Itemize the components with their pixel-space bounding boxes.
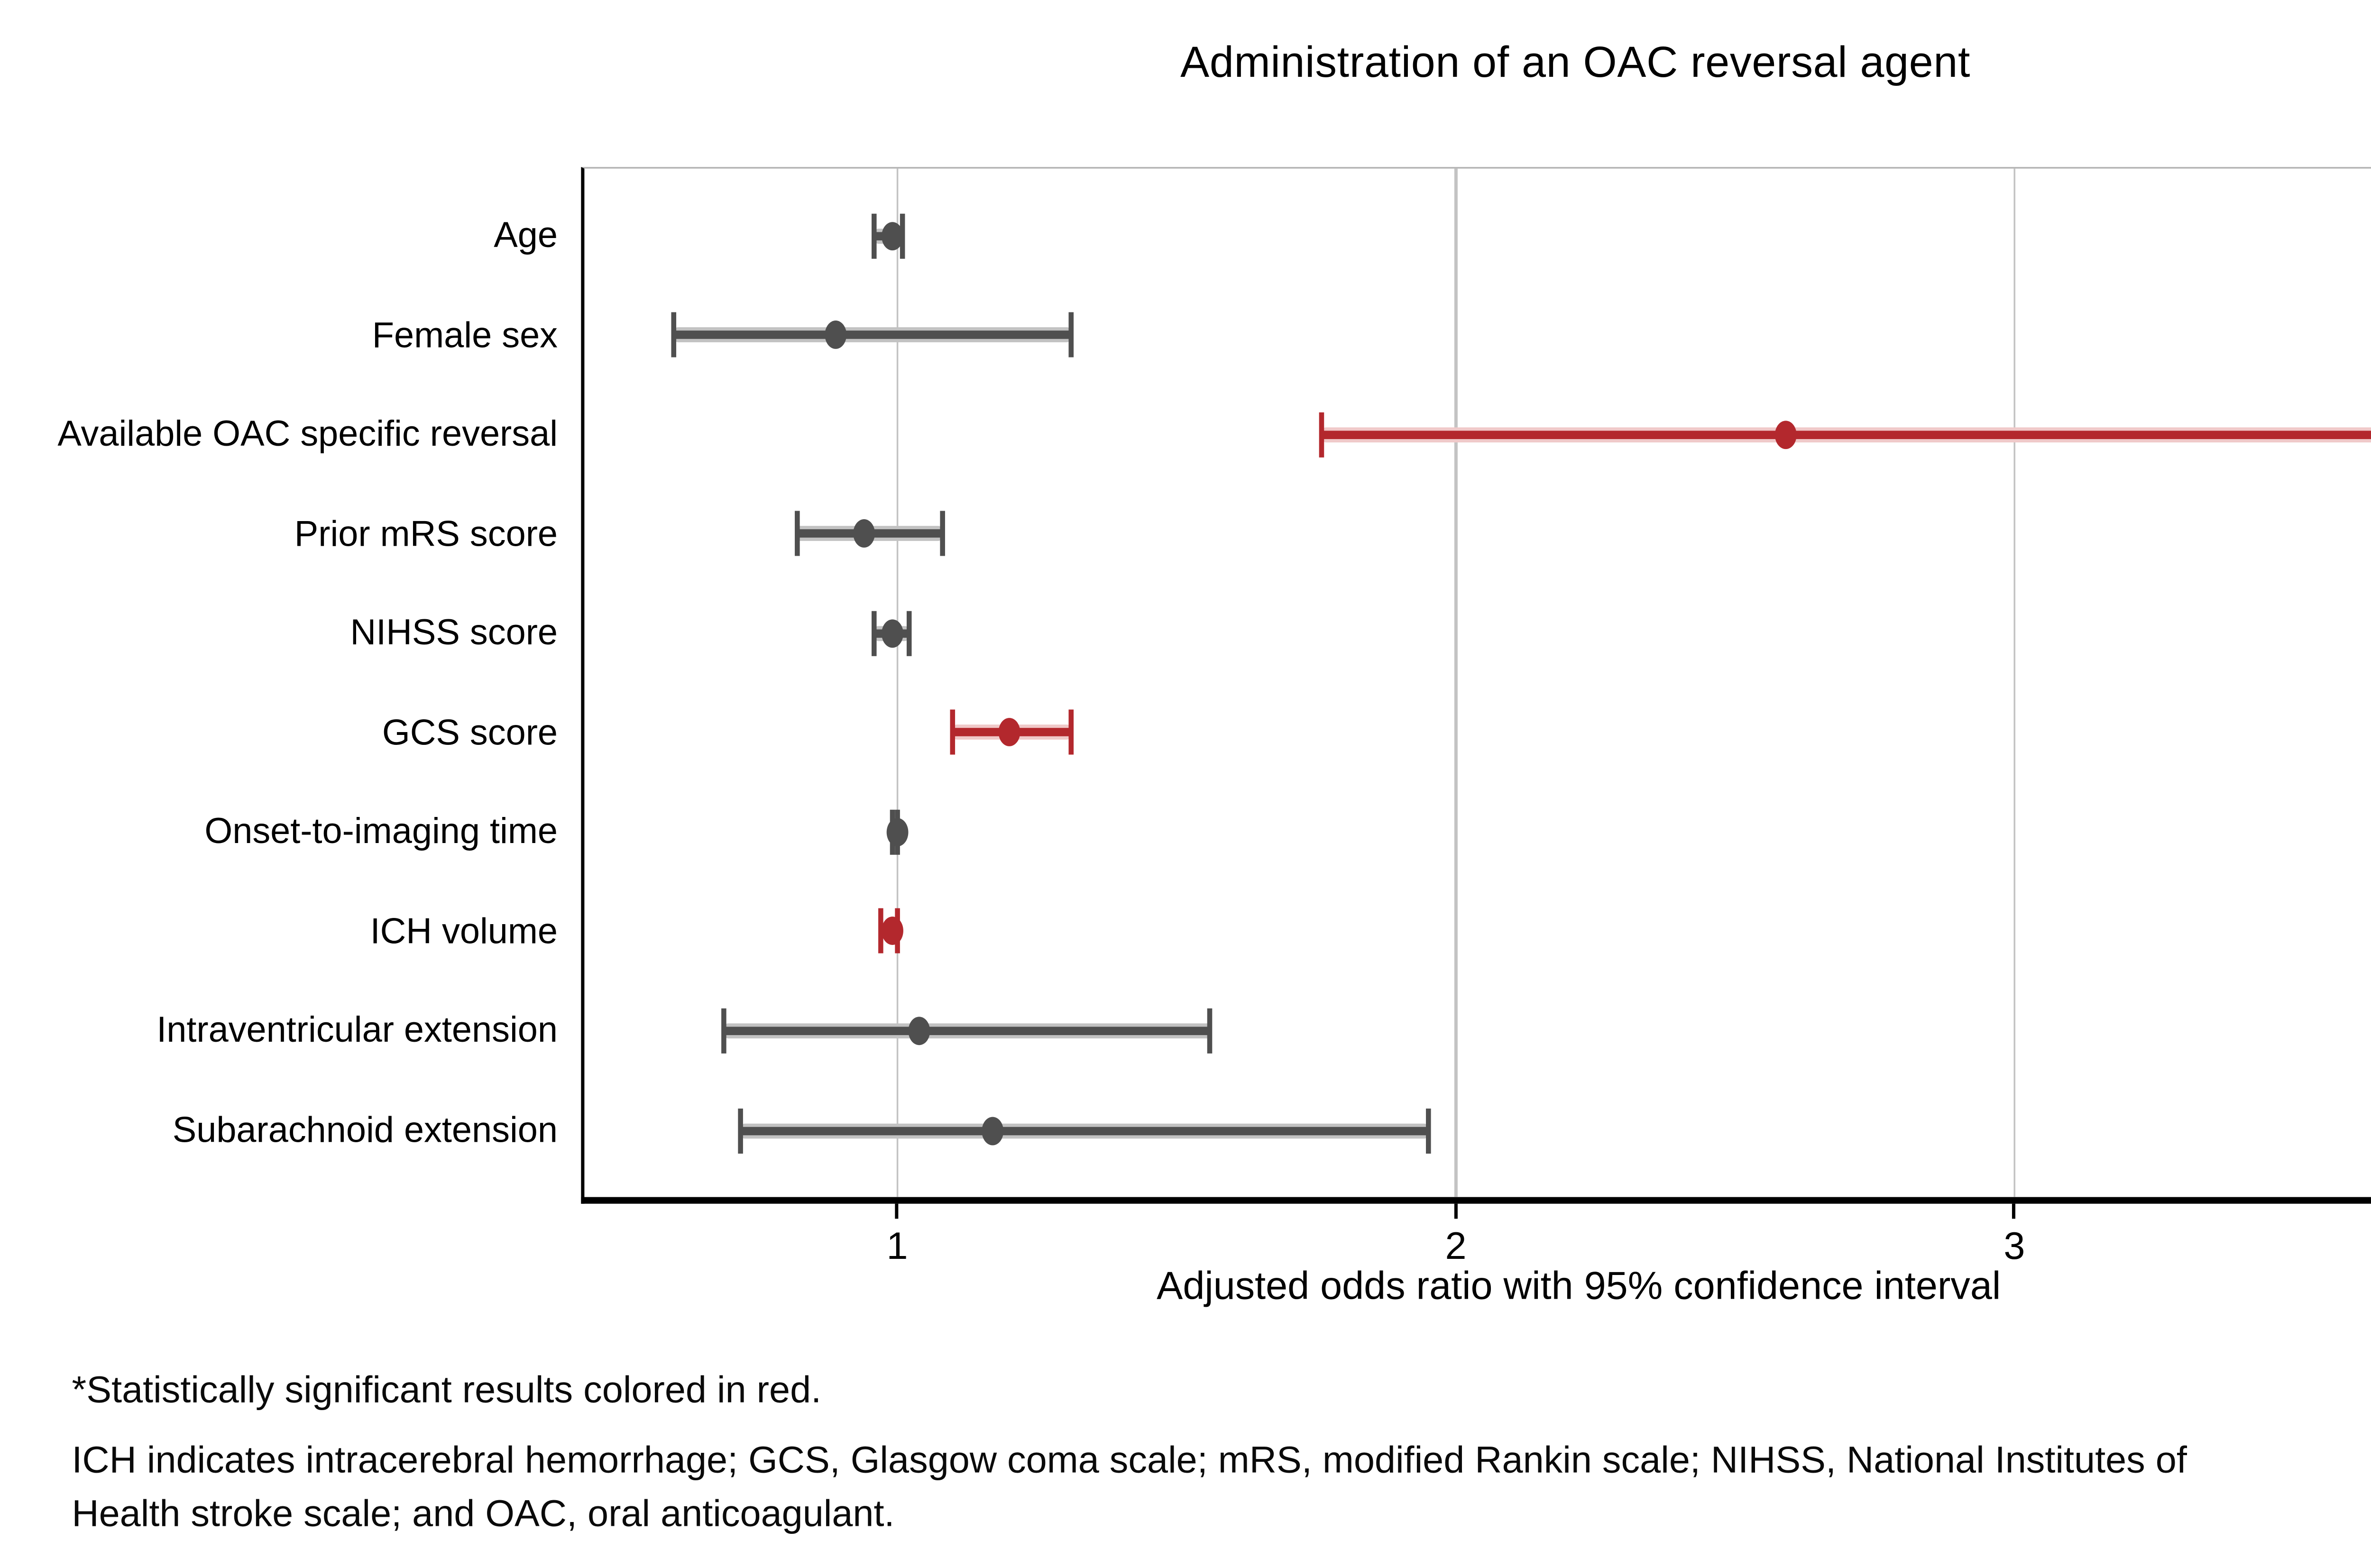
ci-cap-right — [1425, 1108, 1431, 1153]
point-marker — [1774, 420, 1796, 449]
row-label: Subarachnoid extension — [172, 1110, 558, 1151]
ci-cap-right — [939, 511, 945, 557]
ci-line — [741, 1126, 1428, 1135]
plot-area: Adjusted odds ratio with 95% confidence … — [57, 167, 2371, 1307]
x-axis-label: Adjusted odds ratio with 95% confidence … — [1157, 1264, 2001, 1308]
ci-cap-left — [1319, 412, 1324, 457]
chart-title: Administration of an OAC reversal agent — [1180, 37, 1971, 87]
point-marker — [998, 718, 1020, 747]
point-marker — [909, 1017, 931, 1045]
point-marker — [981, 1116, 1003, 1145]
ci-cap-right — [900, 212, 906, 258]
ci-cap-left — [872, 212, 878, 258]
row-label: Female sex — [372, 314, 558, 355]
row-label: GCS score — [382, 712, 558, 753]
row-label: Onset-to-imaging time — [204, 812, 558, 852]
x-tick-mark — [2013, 1203, 2016, 1219]
ci-cap-left — [794, 511, 800, 557]
point-marker — [881, 917, 903, 946]
gridline — [896, 168, 899, 1197]
row-label: Intraventricular extension — [156, 1010, 558, 1051]
ci-cap-left — [950, 710, 956, 755]
ci-cap-left — [671, 312, 677, 358]
x-tick-mark — [895, 1203, 899, 1219]
ci-cap-right — [906, 610, 911, 656]
point-marker — [853, 519, 875, 548]
point-marker — [881, 619, 903, 648]
ci-cap-right — [1067, 710, 1073, 755]
row-label: Prior mRS score — [294, 513, 558, 554]
footnote-abbreviations-line1: ICH indicates intracerebral hemorrhage; … — [72, 1439, 2187, 1481]
point-marker — [881, 221, 903, 250]
ci-cap-left — [738, 1108, 744, 1153]
gridline — [2013, 168, 2016, 1197]
ci-cap-left — [872, 610, 878, 656]
footnote-significance: *Statistically significant results color… — [72, 1369, 822, 1411]
row-label: Age — [494, 215, 558, 256]
ci-line — [1322, 430, 2371, 439]
ci-line — [724, 1027, 1210, 1035]
ci-cap-left — [721, 1008, 727, 1054]
point-marker — [886, 817, 908, 846]
x-tick-label: 2 — [1445, 1223, 1467, 1267]
footnote-abbreviations-line2: Health stroke scale; and OAC, oral antic… — [72, 1492, 895, 1534]
point-marker — [825, 321, 847, 349]
ci-cap-right — [1207, 1008, 1213, 1054]
ci-cap-right — [1067, 312, 1073, 358]
row-label: Available OAC specific reversal — [57, 414, 558, 455]
row-label: ICH volume — [370, 911, 558, 952]
row-label: NIHSS score — [350, 613, 558, 653]
ci-cap-left — [878, 908, 883, 954]
x-tick-label: 3 — [2003, 1223, 2025, 1267]
gridline — [1454, 168, 1457, 1197]
x-tick-mark — [1454, 1203, 1458, 1219]
ci-line — [673, 330, 1071, 339]
x-tick-label: 1 — [886, 1223, 908, 1267]
